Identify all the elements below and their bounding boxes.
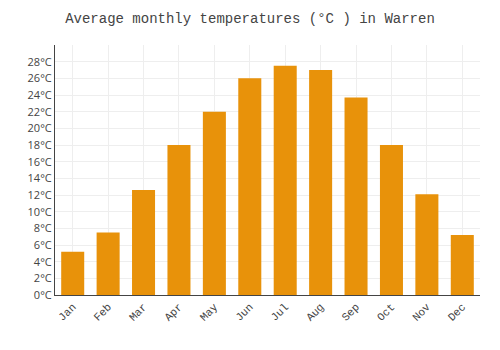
- svg-text:6°C: 6°C: [34, 237, 52, 252]
- svg-text:Aug: Aug: [304, 301, 326, 323]
- svg-text:16°C: 16°C: [28, 154, 52, 169]
- svg-text:2°C: 2°C: [34, 270, 52, 285]
- svg-text:Nov: Nov: [410, 301, 433, 324]
- svg-text:Jul: Jul: [269, 301, 291, 323]
- svg-text:4°C: 4°C: [34, 254, 52, 269]
- svg-text:20°C: 20°C: [28, 120, 52, 135]
- svg-text:22°C: 22°C: [28, 104, 52, 119]
- svg-text:Oct: Oct: [375, 301, 397, 323]
- svg-text:0°C: 0°C: [34, 287, 52, 302]
- svg-text:10°C: 10°C: [28, 204, 52, 219]
- svg-text:Mar: Mar: [127, 301, 149, 323]
- svg-text:8°C: 8°C: [34, 220, 52, 235]
- svg-text:Apr: Apr: [162, 301, 184, 323]
- svg-text:Sep: Sep: [340, 301, 362, 323]
- svg-text:12°C: 12°C: [28, 187, 52, 202]
- svg-text:Feb: Feb: [92, 301, 114, 323]
- svg-text:Jan: Jan: [56, 301, 78, 323]
- svg-text:Average monthly temperatures (: Average monthly temperatures (°C ) in Wa…: [65, 11, 435, 27]
- svg-text:24°C: 24°C: [28, 87, 52, 102]
- svg-text:May: May: [198, 301, 221, 324]
- svg-text:Jun: Jun: [233, 301, 255, 323]
- svg-text:28°C: 28°C: [28, 54, 52, 69]
- svg-text:Dec: Dec: [446, 301, 468, 323]
- svg-text:26°C: 26°C: [28, 70, 52, 85]
- svg-text:14°C: 14°C: [28, 170, 52, 185]
- svg-text:18°C: 18°C: [28, 137, 52, 152]
